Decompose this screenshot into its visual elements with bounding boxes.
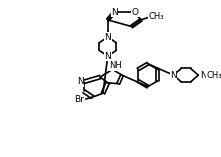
- Text: N: N: [77, 77, 84, 86]
- Text: N: N: [104, 32, 111, 41]
- Text: N: N: [200, 71, 206, 80]
- Text: N: N: [170, 71, 177, 80]
- Text: NH: NH: [109, 61, 122, 70]
- Text: O: O: [132, 8, 139, 17]
- Text: CH₃: CH₃: [207, 71, 221, 80]
- Text: Br: Br: [74, 95, 84, 104]
- Text: N: N: [111, 8, 118, 17]
- Text: N: N: [104, 52, 111, 61]
- Text: CH₃: CH₃: [149, 12, 164, 21]
